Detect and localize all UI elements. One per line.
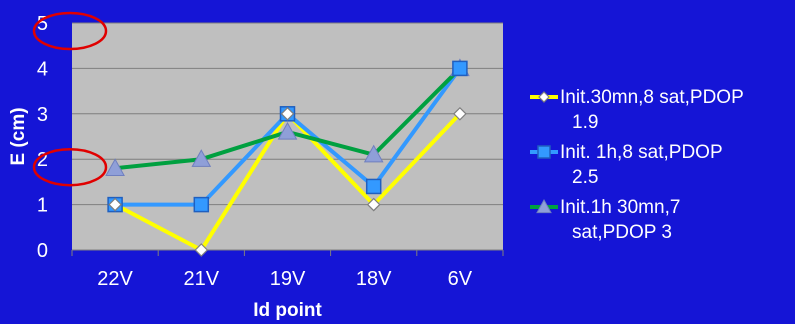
legend-label: Init. 1h,8 sat,PDOP	[560, 142, 723, 163]
data-point	[194, 243, 209, 257]
legend: Init.30mn,8 sat,PDOP 1.9 Init. 1h,8 sat,PD…	[530, 87, 744, 243]
y-tick-label: 0	[37, 240, 48, 262]
data-point	[191, 149, 212, 167]
x-tick-label: 6V	[448, 268, 473, 290]
y-tick-label: 1	[37, 195, 48, 217]
annotations	[32, 11, 108, 187]
y-tick-label: 5	[37, 13, 48, 35]
legend-marker	[536, 198, 552, 214]
legend-marker	[538, 91, 550, 103]
x-tick-label: 21V	[184, 268, 220, 290]
data-point	[453, 106, 467, 121]
annotation-circle	[32, 147, 108, 187]
x-tick-label: 19V	[270, 268, 306, 290]
legend-label: sat,PDOP 3	[572, 222, 672, 243]
data-point	[277, 121, 298, 140]
data-point	[363, 144, 384, 163]
series-markers	[105, 58, 470, 257]
y-axis-ticks: 0 1 2 3 4 5	[37, 13, 48, 262]
x-axis-title: Id point	[253, 300, 322, 321]
y-tick-label: 2	[37, 149, 48, 171]
annotation-circle	[32, 11, 108, 51]
y-tick-label: 4	[37, 58, 48, 80]
x-tick-label: 22V	[97, 268, 133, 290]
x-tick-label: 18V	[356, 268, 392, 290]
data-point	[105, 158, 125, 176]
y-axis-title: E (cm)	[8, 107, 29, 165]
legend-marker	[537, 145, 551, 159]
y-tick-label: 3	[37, 104, 48, 126]
x-axis-ticks: 22V 21V 19V 18V 6V	[71, 250, 504, 290]
data-point	[108, 197, 122, 212]
data-point	[365, 178, 382, 195]
legend-label: Init.30mn,8 sat,PDOP	[560, 87, 744, 108]
legend-label: 1.9	[572, 112, 598, 133]
data-point	[366, 197, 381, 212]
legend-label: 2.5	[572, 167, 598, 188]
data-point	[280, 106, 295, 121]
data-point	[452, 60, 468, 77]
legend-label: Init.1h 30mn,7	[560, 197, 680, 218]
data-point	[193, 196, 210, 213]
